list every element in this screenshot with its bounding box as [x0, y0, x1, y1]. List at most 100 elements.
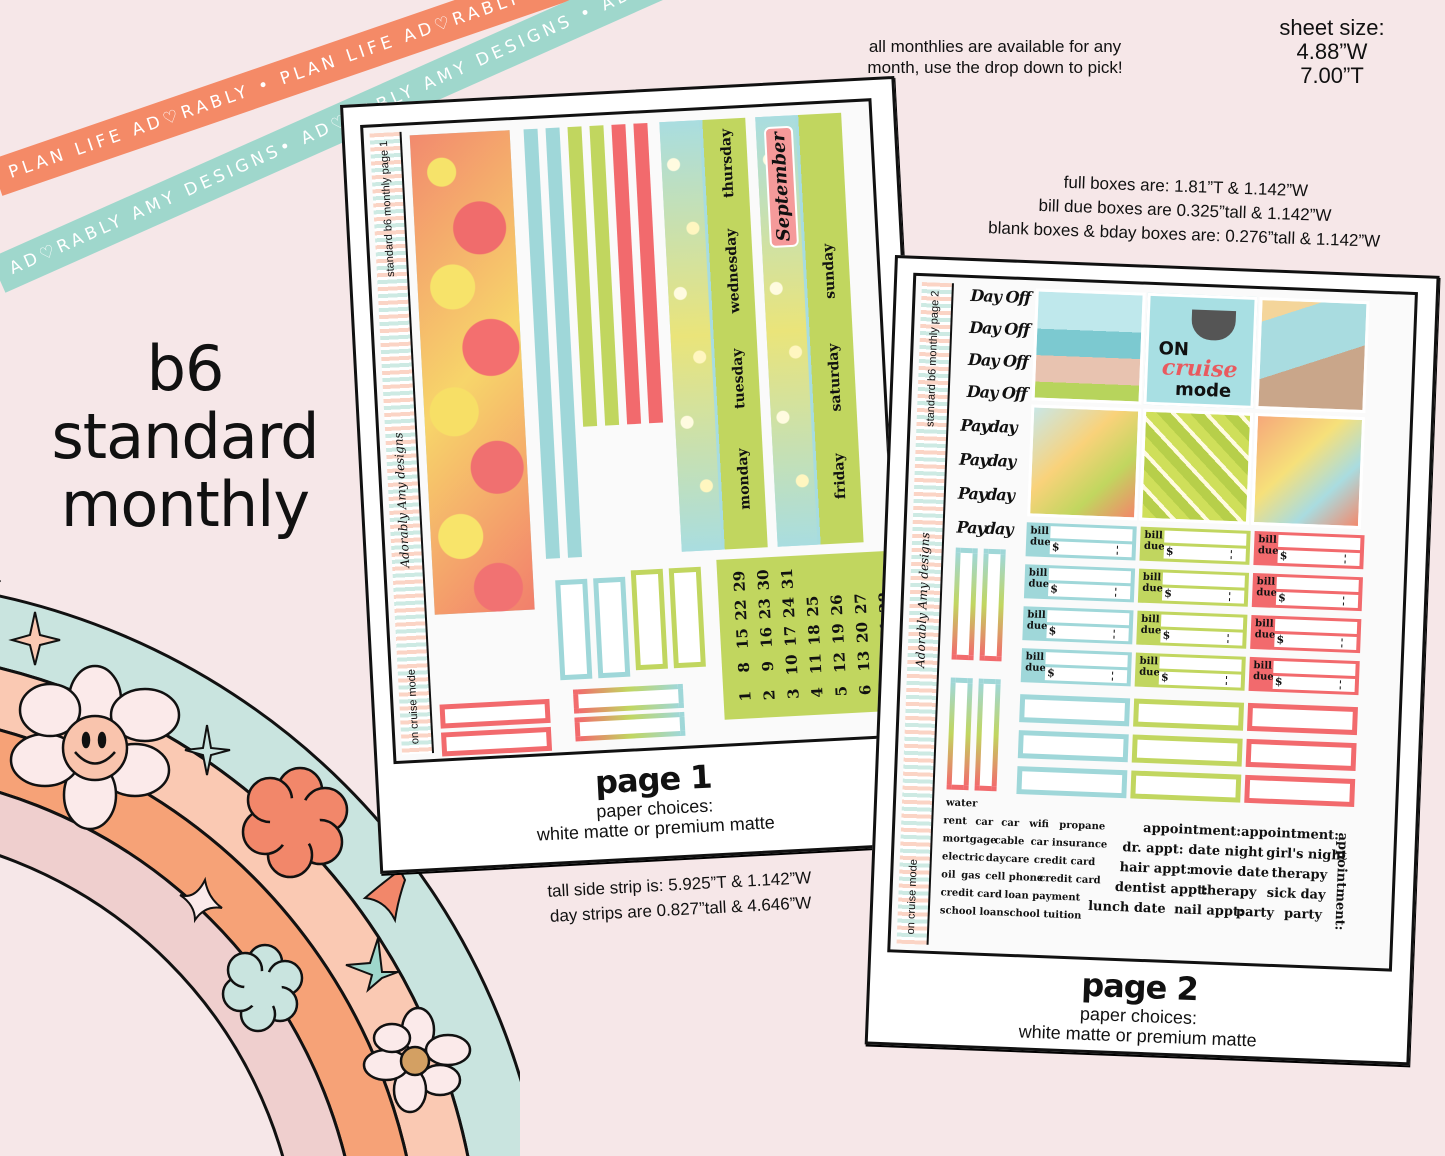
title-line-3: monthly [60, 468, 310, 541]
dollar-sign: $ [1160, 670, 1169, 684]
word-sticker: wifi [1029, 818, 1050, 831]
word-sticker: hair appt: [1119, 860, 1192, 878]
date-cell: 31 [777, 567, 797, 590]
word-sticker: credit card [1033, 854, 1096, 869]
word-sticker: therapy [1200, 883, 1257, 901]
word-sticker: party [1283, 906, 1323, 923]
availability-note: all monthlies are available for any mont… [867, 37, 1123, 77]
day-tuesday: tuesday [729, 348, 749, 410]
day-thursday: thursday [717, 128, 738, 199]
gradient-vertical-box [974, 678, 1001, 792]
bill-label: bill [1253, 660, 1273, 672]
bill-due-box: bill due $ [1139, 526, 1251, 565]
kit-name: on cruise mode [405, 668, 422, 745]
sparkle-icon [362, 868, 407, 924]
date-cell: 15 [732, 627, 753, 650]
dollar-sign: $ [1279, 548, 1288, 563]
bill-due-box: bill due $ [1251, 572, 1363, 612]
word-sticker: gas [961, 870, 981, 882]
gradient-vertical-box [946, 677, 973, 791]
word-sticker: daycare [985, 852, 1030, 866]
day-wednesday: wednesday [723, 228, 744, 314]
word-sticker: therapy [1271, 865, 1328, 884]
date-grid: 1 2 3 4 5 6 7 8 9 10 11 12 13 14 15 16 1… [716, 551, 899, 720]
bill-due-box: bill due $ [1253, 531, 1365, 570]
dollar-sign: $ [1051, 540, 1060, 554]
word-sticker: nail appt: [1173, 902, 1244, 920]
date-cell: 18 [804, 624, 824, 646]
page-1-caption: page 1 paper choices: white matte or pre… [378, 746, 930, 853]
mode-text: mode [1174, 378, 1232, 402]
sparkle-icon [8, 611, 61, 666]
photo-box-tropical-drink [1250, 412, 1366, 530]
bill-due-box: bill due $ [1020, 648, 1132, 687]
dollar-sign: $ [1163, 586, 1173, 600]
date-cell: 4 [808, 686, 827, 699]
bill-label: bill [1142, 571, 1162, 584]
word-sticker-vertical: appointment: [1331, 832, 1351, 931]
bill-label: bill [1254, 618, 1274, 630]
date-cell: 13 [854, 650, 874, 673]
side-label-strip: standard b6 monthly page 2 Adorably Amy … [896, 282, 954, 945]
due-label: due [1029, 536, 1051, 549]
dollar-sign: $ [1274, 674, 1283, 689]
dollar-sign: $ [1048, 624, 1057, 638]
gradient-vertical-box [951, 547, 978, 661]
date-cell: 19 [828, 622, 848, 645]
day-off-label: Day Off [970, 285, 1031, 308]
photo-box-cruise-beach [1031, 288, 1146, 405]
bill-due-box: bill due $ [1022, 606, 1134, 645]
word-sticker: cell phone [985, 870, 1044, 885]
plumeria-pattern [659, 120, 722, 552]
due-label: due [1142, 582, 1164, 595]
word-sticker: credit card [940, 887, 1003, 901]
sheet-label: standard b6 monthly page 1 [377, 140, 398, 278]
page-1-card: standard b6 monthly page 1 Adorably Amy … [340, 75, 935, 874]
page-1-strip-sizes: tall side strip is: 5.925”T & 1.142”W da… [489, 862, 871, 932]
sheet-size: sheet size: 4.88”W 7.00”T [1262, 16, 1402, 88]
word-sticker: movie date [1189, 862, 1270, 881]
date-cell: 11 [806, 652, 826, 675]
due-label: due [1143, 540, 1165, 553]
orange-flower-icon [241, 766, 349, 879]
word-sticker: school tuition [1003, 907, 1082, 922]
blank-box [1244, 774, 1356, 808]
date-cell: 10 [782, 654, 802, 676]
day-off-label: Day Off [968, 317, 1030, 340]
blank-box [1245, 738, 1357, 772]
word-sticker: propane [1059, 819, 1106, 833]
bill-label: bill [1144, 529, 1164, 542]
date-cell: 16 [756, 626, 776, 649]
day-saturday: saturday [825, 343, 845, 412]
bill-due-box: bill due $ [1248, 656, 1360, 696]
gradient-box [574, 711, 686, 742]
blank-box [1019, 694, 1131, 727]
bill-label: bill [1139, 655, 1159, 668]
bill-label: bill [1258, 534, 1277, 546]
day-sunday: sunday [819, 243, 839, 300]
photo-box-ship-deck [1255, 297, 1370, 414]
due-label: due [1025, 662, 1047, 675]
date-cell: 29 [729, 570, 750, 593]
dollar-sign: $ [1277, 590, 1287, 605]
sheet-label: standard b6 monthly page 2 [924, 290, 942, 428]
payday-label: Payday [960, 415, 1017, 437]
photo-box-suitcase [1027, 404, 1142, 521]
date-cell: 23 [755, 597, 775, 620]
payday-label: Payday [957, 483, 1015, 505]
blank-box [1017, 730, 1129, 763]
gradient-box [572, 683, 685, 714]
photo-box-palm-pattern [1138, 408, 1254, 525]
due-label: due [1138, 666, 1160, 679]
title-line-2: standard [51, 400, 319, 473]
kit-name: on cruise mode [904, 858, 920, 935]
bill-label: bill [1140, 613, 1160, 626]
word-sticker: party [1235, 904, 1275, 922]
product-title: b6 standard monthly [20, 335, 350, 539]
date-cell: 20 [852, 621, 872, 644]
day-off-label: Day Off [967, 349, 1029, 372]
word-sticker: cable [994, 835, 1025, 848]
due-label: due [1252, 671, 1274, 683]
dollar-sign: $ [1165, 544, 1174, 558]
date-cell: 27 [851, 592, 871, 615]
